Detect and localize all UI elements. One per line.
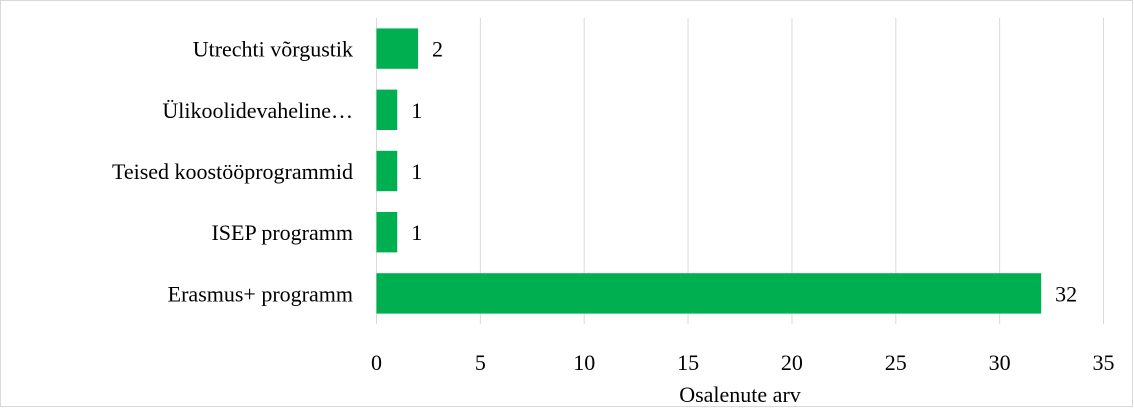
x-tick-label: 0	[371, 350, 382, 375]
x-tick-label: 5	[475, 350, 486, 375]
x-tick-label: 30	[989, 350, 1011, 375]
data-label: 1	[411, 220, 422, 245]
data-labels: 2 1 1 1 32	[411, 37, 1077, 307]
gridlines	[376, 18, 1104, 324]
bar-1	[376, 28, 419, 69]
bar-2	[376, 89, 398, 130]
x-tick-label: 25	[885, 350, 907, 375]
bar-5	[376, 273, 1042, 314]
data-label: 32	[1055, 281, 1077, 306]
x-axis-title: Osalenute arv	[679, 382, 801, 407]
x-axis-ticks: 0 5 10 15 20 25 30 35	[371, 350, 1115, 375]
bar-4	[376, 212, 398, 253]
category-labels: Utrechti võrgustik Ülikoolidevaheline… Tei…	[112, 37, 353, 307]
category-label: Ülikoolidevaheline…	[162, 98, 353, 123]
x-tick-label: 10	[573, 350, 595, 375]
data-label: 1	[411, 159, 422, 184]
data-label: 2	[432, 37, 443, 62]
x-tick-label: 15	[677, 350, 699, 375]
bars	[376, 28, 1042, 314]
category-label: Utrechti võrgustik	[193, 37, 353, 62]
x-tick-label: 35	[1093, 350, 1115, 375]
category-label: Teised koostööprogrammid	[112, 159, 353, 184]
bar-3	[376, 150, 398, 192]
data-label: 1	[411, 98, 422, 123]
x-tick-label: 20	[781, 350, 803, 375]
category-label: Erasmus+ programm	[168, 281, 353, 306]
category-label: ISEP programm	[211, 220, 353, 245]
